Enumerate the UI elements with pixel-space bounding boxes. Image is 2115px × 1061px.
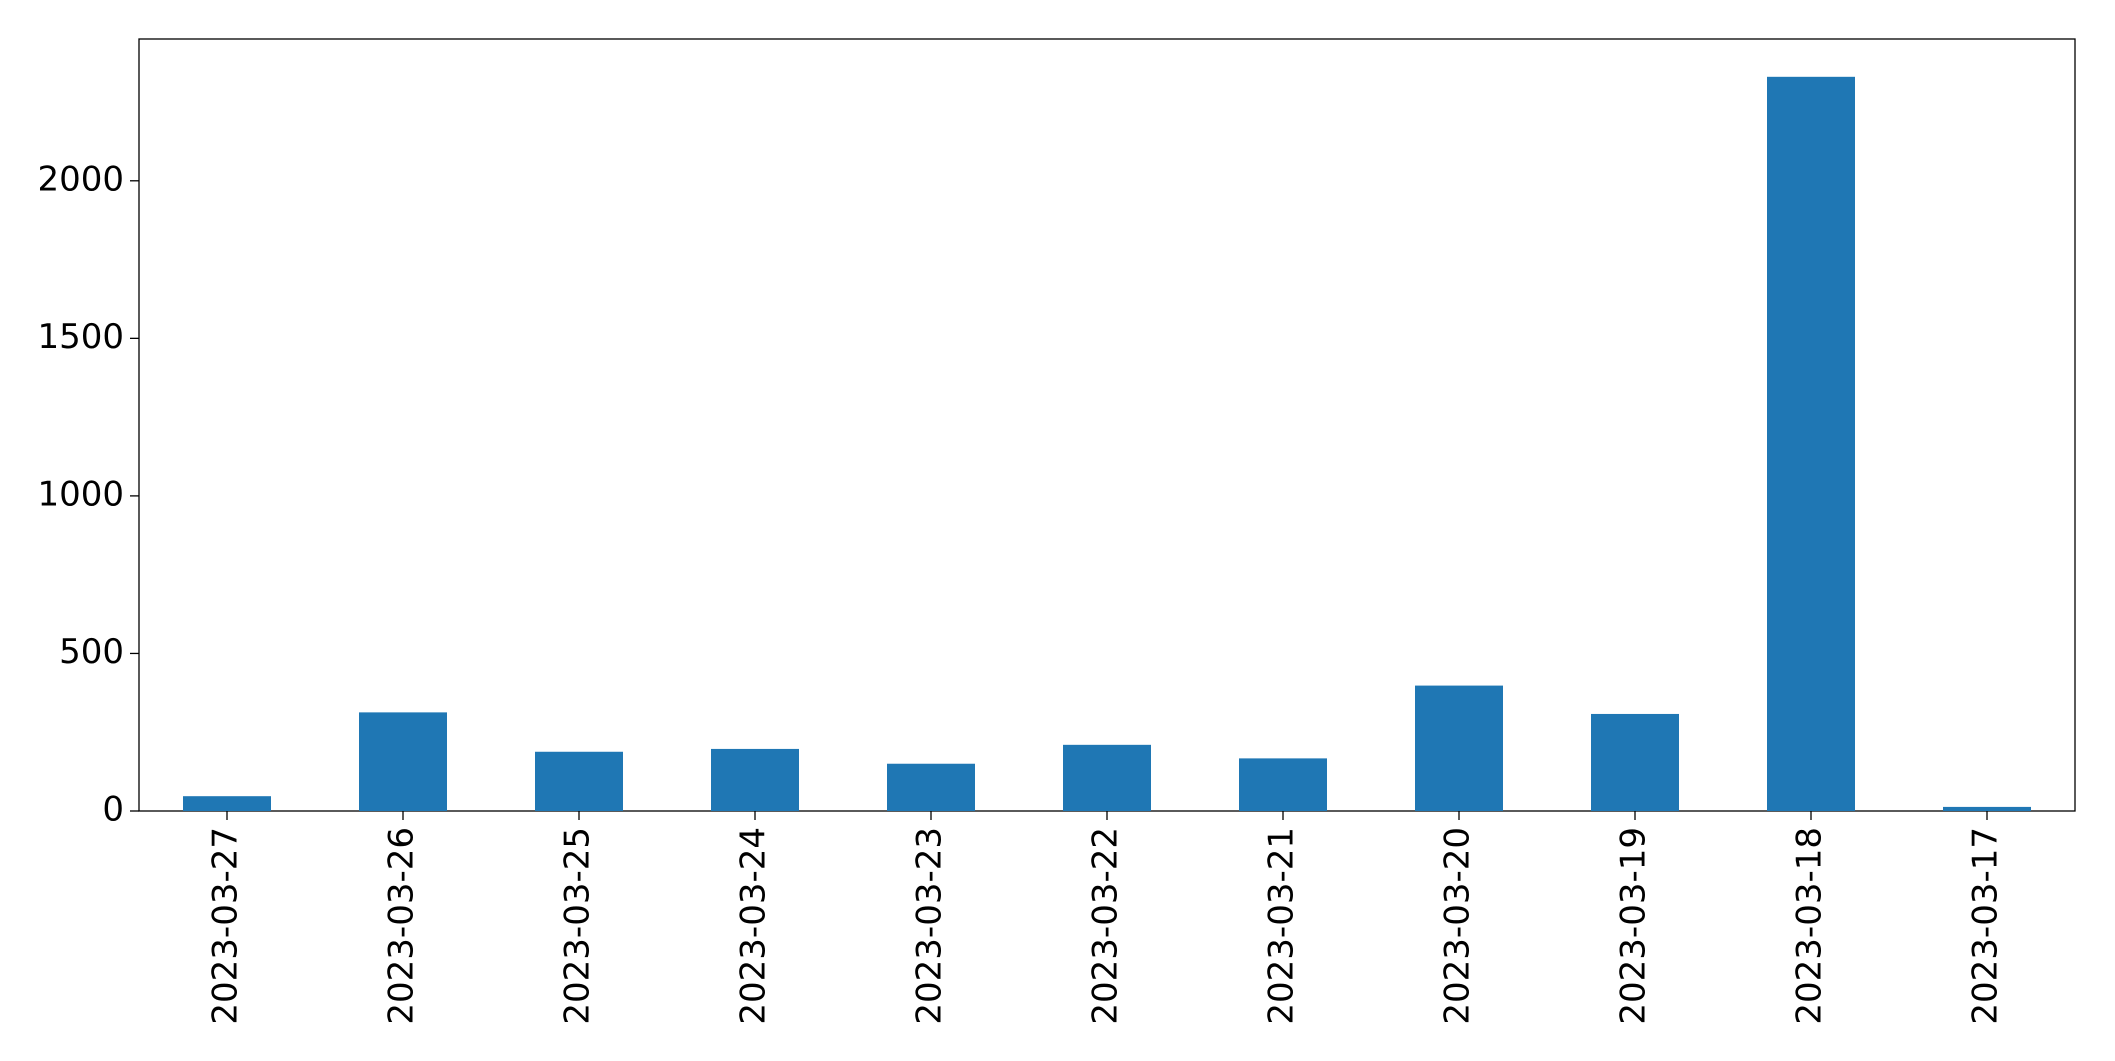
- x-tick-label: 2023-03-24: [734, 827, 774, 1025]
- bar: [535, 751, 623, 811]
- x-tick-label: 2023-03-25: [558, 827, 598, 1025]
- bar: [887, 763, 975, 811]
- x-tick-label: 2023-03-17: [1966, 827, 2006, 1025]
- bar: [1239, 758, 1327, 811]
- x-tick-label: 2023-03-18: [1790, 827, 1830, 1025]
- bar: [711, 748, 799, 811]
- y-tick-label: 2000: [37, 159, 124, 199]
- bar: [183, 796, 271, 811]
- bar: [359, 712, 447, 811]
- bar: [1943, 806, 2031, 811]
- bar: [1415, 685, 1503, 811]
- x-tick-label: 2023-03-22: [1086, 827, 1126, 1025]
- x-tick-label: 2023-03-27: [206, 827, 246, 1025]
- bar: [1063, 744, 1151, 811]
- y-tick-label: 1500: [37, 317, 124, 357]
- y-tick-label: 0: [102, 790, 124, 830]
- bar: [1591, 713, 1679, 811]
- x-tick-label: 2023-03-23: [910, 827, 950, 1025]
- y-tick-label: 500: [59, 632, 124, 672]
- x-tick-label: 2023-03-19: [1614, 827, 1654, 1025]
- bar: [1767, 76, 1855, 811]
- x-tick-label: 2023-03-26: [382, 827, 422, 1025]
- x-tick-label: 2023-03-20: [1438, 827, 1478, 1025]
- y-tick-label: 1000: [37, 474, 124, 514]
- x-tick-label: 2023-03-21: [1262, 827, 1302, 1025]
